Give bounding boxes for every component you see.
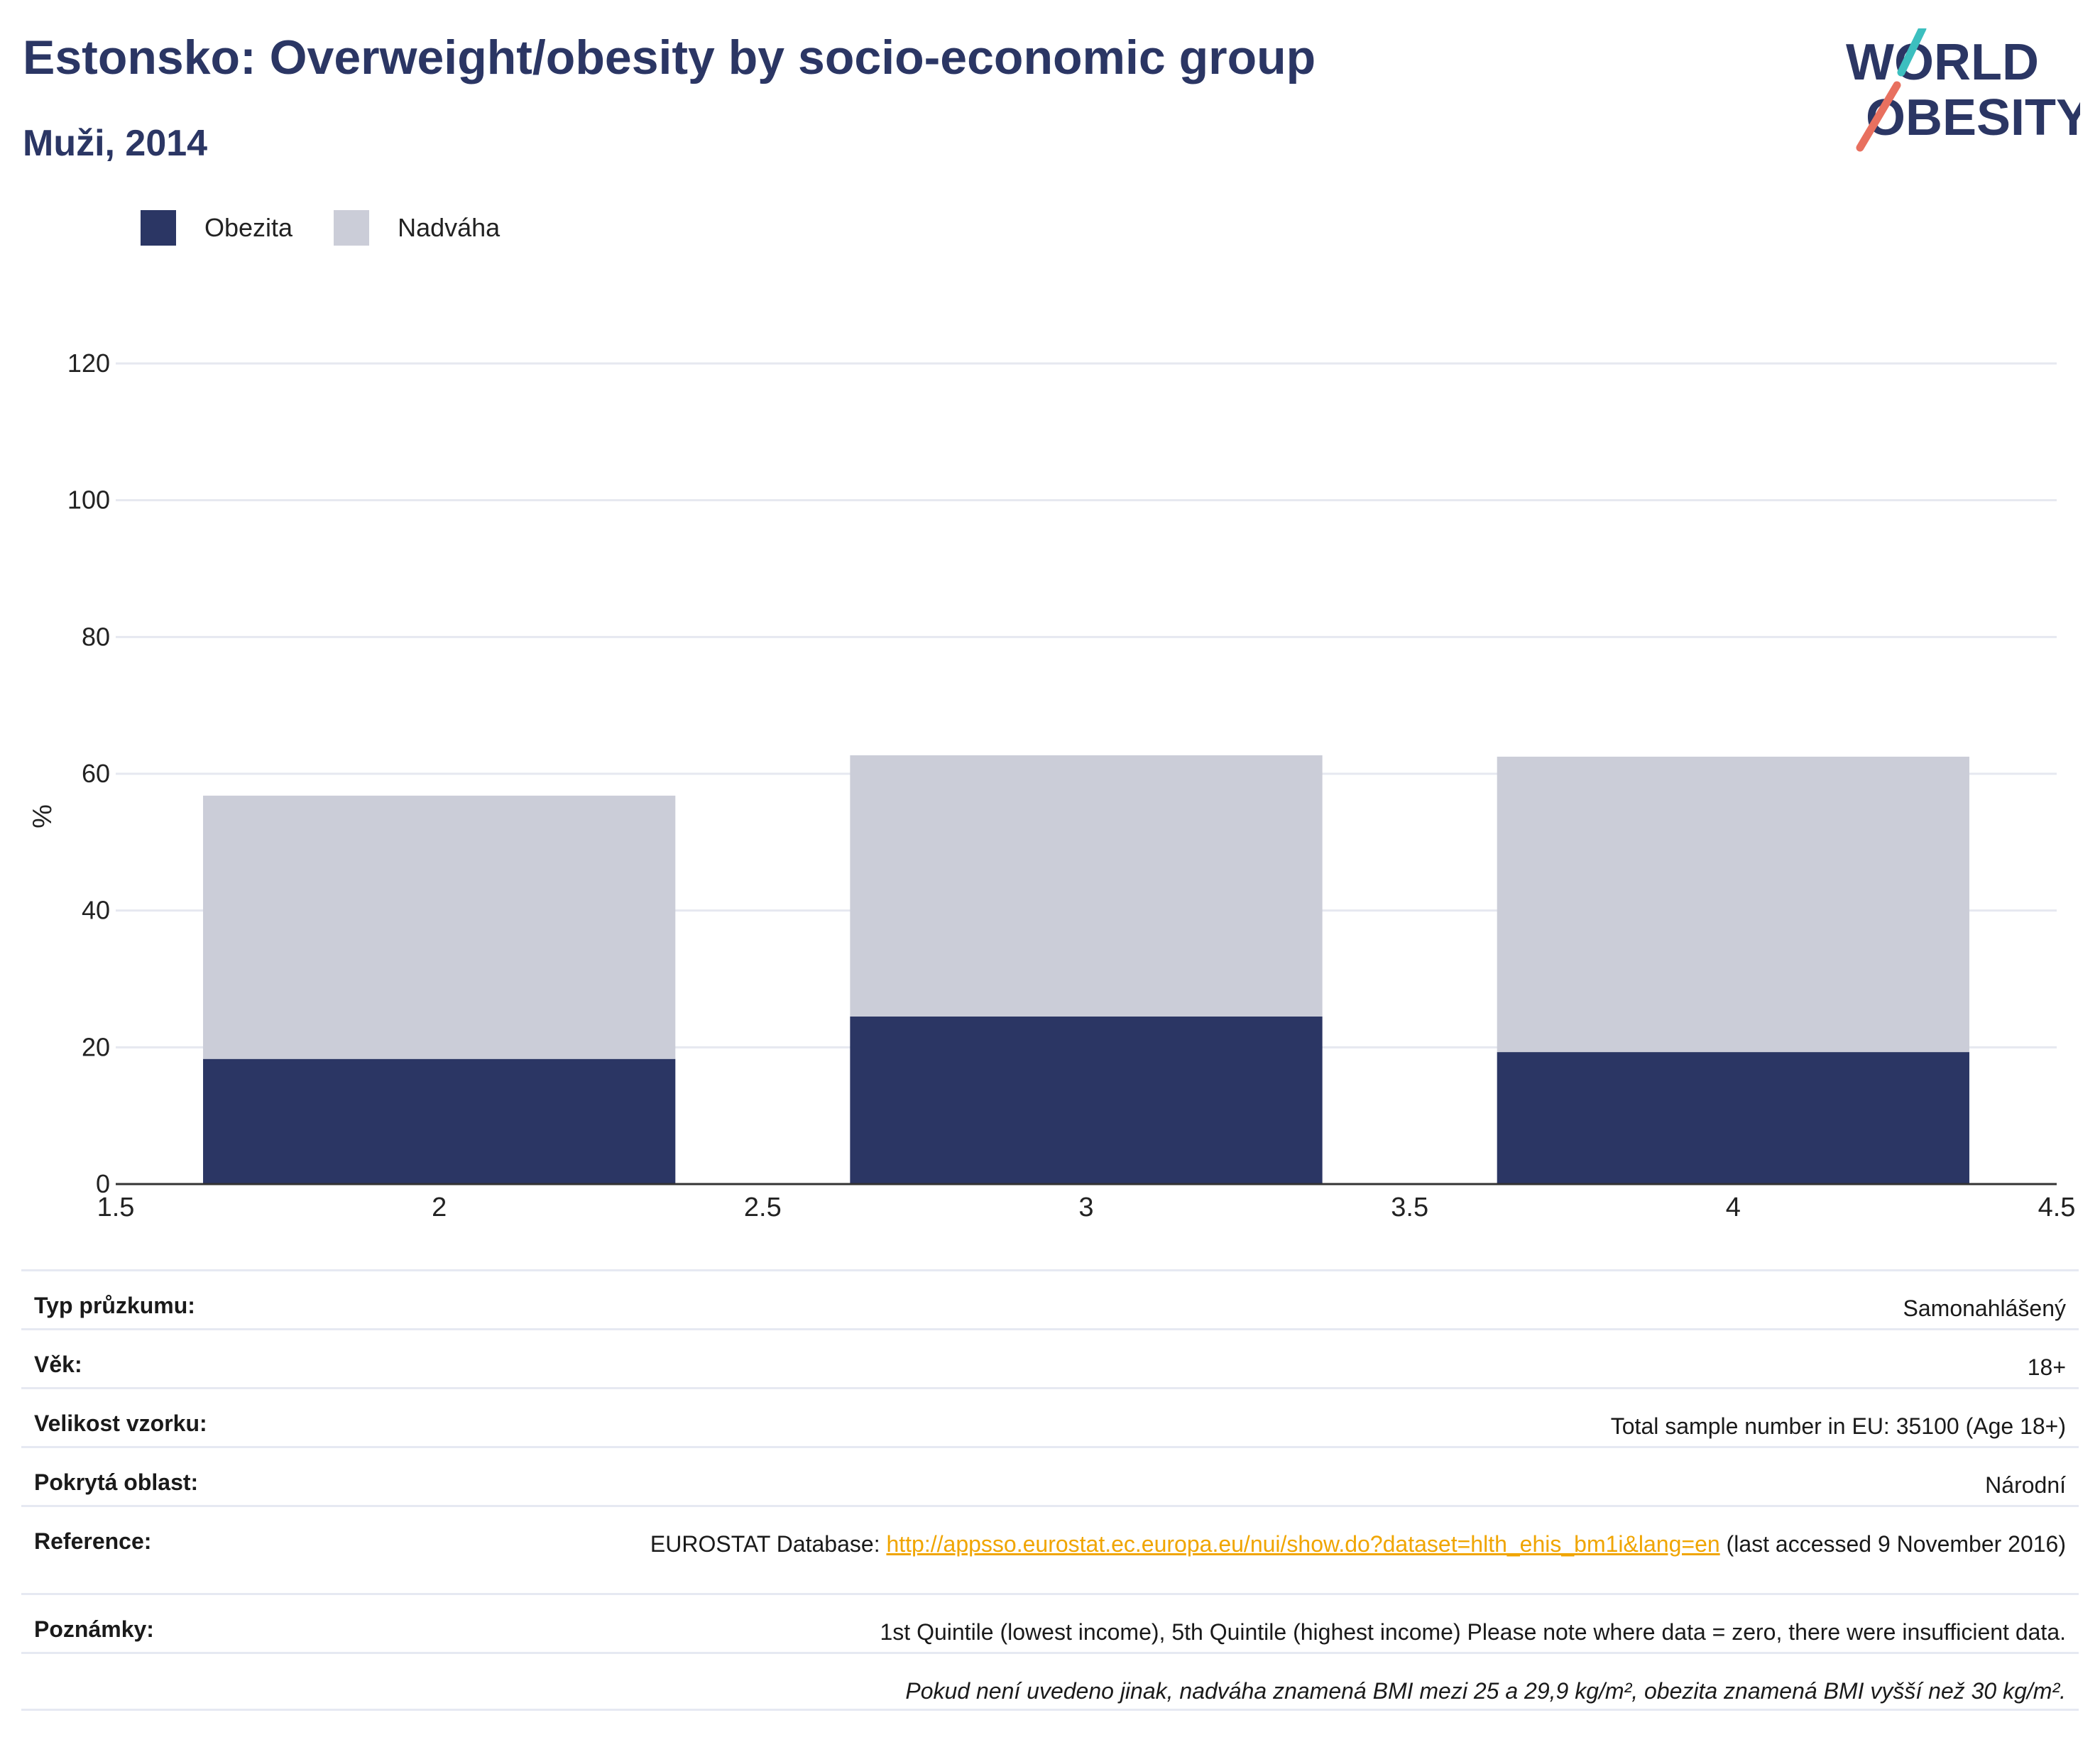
info-row-footnote: Pokud není uvedeno jinak, nadváha znamen… — [21, 1652, 2079, 1711]
info-key: Velikost vzorku: — [34, 1411, 207, 1436]
legend: Obezita Nadváha — [141, 210, 541, 246]
legend-label-obesity: Obezita — [204, 213, 293, 242]
bar-obesity — [850, 1016, 1323, 1184]
info-row: Velikost vzorku: Total sample number in E… — [21, 1387, 2079, 1446]
info-row: Pokrytá oblast: Národní — [21, 1446, 2079, 1505]
x-tick-label: 2.5 — [744, 1193, 782, 1222]
stacked-bar-chart: 0 20 40 60 80 100 120% 1.5 2 2.5 3 3.5 4 4.5 — [28, 349, 2076, 1222]
logo-slash-coral — [1856, 81, 1901, 152]
info-key-notes: Poznámky: — [34, 1616, 154, 1642]
info-key-reference: Reference: — [34, 1528, 152, 1554]
page-title: Estonsko: Overweight/obesity by socio-ec… — [23, 31, 1316, 84]
reference-link[interactable]: http://appsso.eurostat.ec.europa.eu/nui/… — [886, 1531, 1720, 1557]
page-subtitle: Muži, 2014 — [23, 123, 208, 164]
info-row: Věk: 18+ — [21, 1328, 2079, 1387]
info-value-reference: EUROSTAT Database: http://appsso.eurosta… — [650, 1528, 2066, 1560]
info-key: Typ průzkumu: — [34, 1293, 195, 1318]
y-tick-label: 0 — [96, 1169, 110, 1198]
world-obesity-logo: WORLD OBESITY — [1846, 28, 2080, 152]
info-row: Typ průzkumu: Samonahlášený — [21, 1269, 2079, 1328]
reference-prefix: EUROSTAT Database: — [650, 1531, 887, 1557]
legend-item-overweight[interactable]: Nadváha — [334, 210, 500, 246]
y-tick-label: 60 — [82, 759, 110, 788]
info-key: Pokrytá oblast: — [34, 1469, 199, 1495]
logo-line2: OBESITY — [1866, 89, 2080, 146]
y-tick-label: 40 — [82, 896, 110, 925]
logo-slash-teal — [1897, 28, 1927, 77]
y-tick-label: 100 — [67, 486, 110, 515]
y-tick-label: 120 — [67, 349, 110, 378]
y-axis-label: % — [28, 804, 58, 828]
x-tick-label: 4 — [1726, 1193, 1741, 1222]
info-value-footnote: Pokud není uvedeno jinak, nadváha znamen… — [905, 1678, 2066, 1704]
info-value: 18+ — [2027, 1354, 2066, 1380]
legend-swatch-overweight — [334, 210, 370, 246]
y-tick-label: 80 — [82, 622, 110, 651]
y-tick-label: 20 — [82, 1032, 110, 1061]
bar-overweight — [1497, 756, 1969, 1053]
x-tick-label: 3 — [1078, 1193, 1093, 1222]
bar-obesity — [203, 1058, 676, 1184]
x-tick-label: 3.5 — [1391, 1193, 1428, 1222]
x-tick-label: 1.5 — [97, 1193, 135, 1222]
info-row-notes: Poznámky: 1st Quintile (lowest income), … — [21, 1593, 2079, 1652]
legend-label-overweight: Nadváha — [398, 213, 501, 242]
info-value: Národní — [1985, 1472, 2066, 1498]
bar-overweight — [203, 795, 676, 1059]
info-key: Věk: — [34, 1352, 82, 1377]
info-value-notes: 1st Quintile (lowest income), 5th Quinti… — [880, 1619, 2067, 1645]
bar-obesity — [1497, 1052, 1969, 1184]
info-value: Total sample number in EU: 35100 (Age 18… — [1610, 1413, 2066, 1439]
x-tick-label: 4.5 — [2038, 1193, 2076, 1222]
logo-line1: WORLD — [1846, 34, 2039, 91]
x-tick-label: 2 — [432, 1193, 447, 1222]
info-table: Typ průzkumu: Samonahlášený Věk: 18+ Velikos… — [21, 1269, 2079, 1711]
info-row-reference: Reference: EUROSTAT Database: http://app… — [21, 1505, 2079, 1593]
legend-item-obesity[interactable]: Obezita — [141, 210, 292, 246]
legend-swatch-obesity — [141, 210, 176, 246]
bar-overweight — [850, 755, 1323, 1017]
info-value: Samonahlášený — [1903, 1296, 2066, 1321]
reference-suffix: (last accessed 9 November 2016) — [1719, 1531, 2066, 1557]
